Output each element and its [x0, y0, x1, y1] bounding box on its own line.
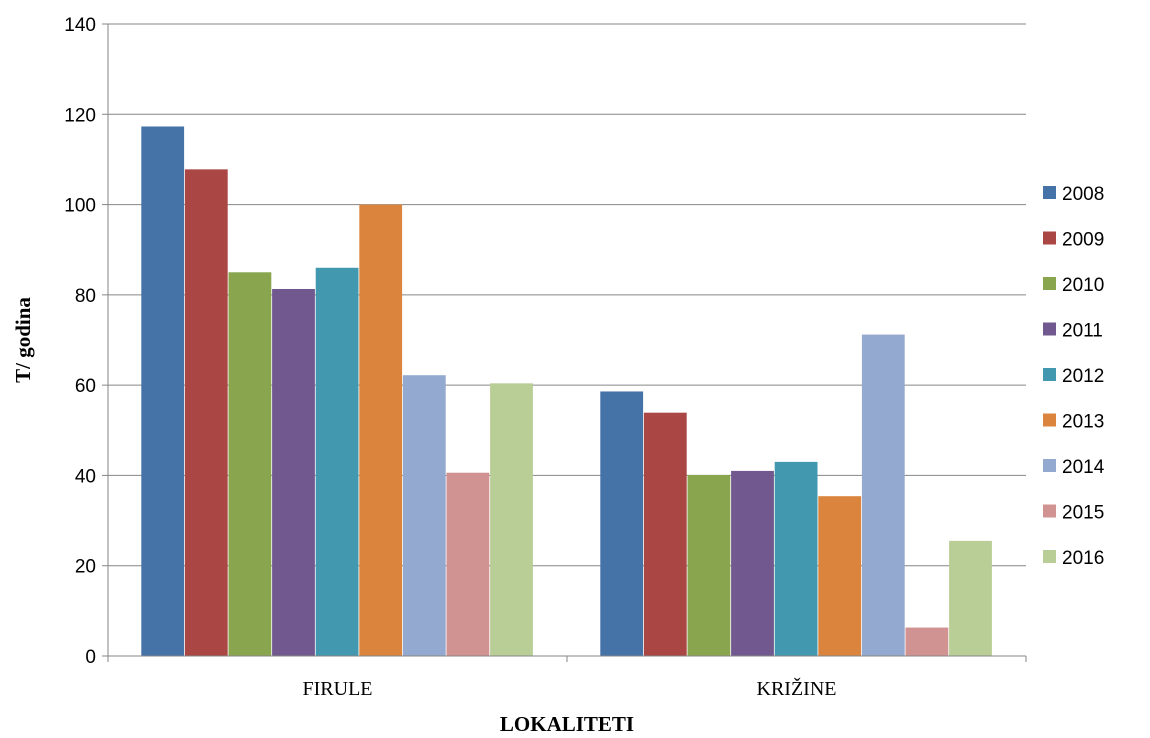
y-axis-ticks: 0 20 40 60 80 100 120 140: [64, 15, 108, 668]
x-category-label: FIRULE: [303, 678, 373, 700]
bar-2009-križine: [643, 412, 687, 656]
legend-swatch: [1043, 322, 1056, 336]
legend-swatch: [1043, 368, 1056, 381]
legend-label: 2013: [1062, 412, 1104, 433]
x-axis-title: LOKALITETI: [500, 712, 634, 736]
bar-2015-firule: [446, 472, 490, 656]
legend-label: 2011: [1062, 321, 1103, 342]
bar-2012-firule: [315, 267, 359, 656]
legend-label: 2009: [1062, 230, 1104, 251]
y-tick-label: 20: [75, 557, 96, 578]
legend-swatch: [1043, 459, 1056, 472]
legend-swatch: [1043, 550, 1056, 563]
legend-label: 2012: [1062, 366, 1104, 387]
bar-2009-firule: [184, 169, 228, 657]
legend-label: 2014: [1062, 457, 1105, 478]
bar-2014-firule: [402, 375, 446, 656]
legend-label: 2016: [1062, 548, 1104, 569]
legend-label: 2010: [1062, 275, 1104, 296]
bar-2013-firule: [359, 204, 403, 657]
y-tick-label: 60: [75, 376, 96, 397]
bar-2016-firule: [490, 383, 533, 656]
y-tick-label: 120: [64, 105, 96, 126]
y-tick-label: 140: [64, 15, 96, 36]
legend-label: 2008: [1062, 184, 1104, 205]
x-axis-categories: FIRULE KRIŽINE: [303, 677, 837, 700]
legend-swatch: [1043, 186, 1056, 199]
bar-2016-križine: [949, 540, 992, 656]
bar-2015-križine: [905, 627, 949, 656]
y-tick-label: 40: [75, 466, 96, 487]
bar-2008-križine: [600, 391, 644, 656]
bar-2010-firule: [228, 272, 272, 656]
legend: 2008 2009 2010 2011 2012 2013 2014 2015 2016: [1043, 184, 1105, 569]
legend-swatch: [1043, 504, 1056, 518]
bar-2014-križine: [861, 334, 905, 656]
y-tick-label: 0: [85, 647, 96, 668]
bar-2010-križine: [687, 474, 731, 656]
y-axis-title: T/ godina: [11, 297, 35, 383]
y-tick-label: 80: [75, 286, 96, 307]
legend-label: 2015: [1062, 503, 1104, 524]
bar-2008-firule: [141, 126, 185, 656]
bar-2011-križine: [731, 470, 774, 656]
bar-2011-firule: [272, 288, 315, 656]
bars: [141, 126, 992, 657]
bar-2013-križine: [818, 496, 862, 656]
bar-2012-križine: [774, 461, 818, 656]
axes: [102, 24, 1027, 662]
y-tick-label: 100: [64, 196, 96, 217]
x-category-label: KRIŽINE: [757, 677, 837, 700]
legend-swatch: [1043, 231, 1056, 245]
legend-swatch: [1043, 413, 1056, 427]
legend-swatch: [1043, 277, 1056, 290]
